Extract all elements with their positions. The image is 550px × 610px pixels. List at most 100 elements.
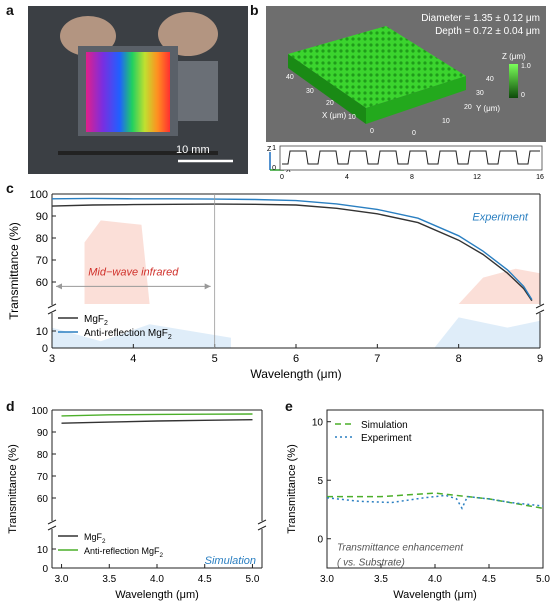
y-tick-label: 10 bbox=[312, 418, 324, 429]
panel-label-e: e bbox=[285, 398, 293, 414]
atmos-band-red-1 bbox=[84, 220, 150, 304]
y-tick-label: 0 bbox=[42, 343, 48, 355]
series-line-0 bbox=[51, 203, 533, 302]
chart-e-enhancement: 3.0 3.5 4.0 4.5 5.0 0 5 10 Wavelength (μm) Transm… bbox=[286, 409, 550, 601]
x-tick-3d-30: 30 bbox=[306, 88, 314, 95]
series-line-1 bbox=[51, 197, 533, 300]
legend-label-0: Simulation bbox=[361, 420, 408, 431]
y-tick-label: 100 bbox=[31, 406, 48, 417]
x-tick-label: 4.0 bbox=[150, 574, 164, 585]
height-profile: Z X 1 0 0 4 8 12 16 bbox=[267, 145, 544, 181]
enhancement-annotation-line1: Transmittance enhancement bbox=[337, 542, 464, 553]
y-tick-label: 100 bbox=[30, 189, 48, 201]
axis-break-mark-1 bbox=[257, 519, 267, 525]
colorbar-title: Z (μm) bbox=[502, 52, 526, 61]
mwir-arrow-head-left bbox=[56, 283, 62, 290]
series-line-1 bbox=[326, 494, 544, 510]
experiment-annotation: Experiment bbox=[472, 211, 529, 223]
axis-break-gap-0 bbox=[48, 521, 56, 529]
depth-text: Depth = 0.72 ± 0.04 μm bbox=[435, 26, 540, 37]
x-tick-label: 8 bbox=[456, 353, 462, 365]
scale-bar-label: 10 mm bbox=[176, 144, 210, 156]
series-line-1 bbox=[61, 413, 253, 417]
y-tick-3d-20: 20 bbox=[464, 104, 472, 111]
legend-label-1: Experiment bbox=[361, 433, 412, 444]
axis-break-mark-1 bbox=[535, 309, 545, 315]
panel-label-b: b bbox=[250, 2, 259, 18]
x-tick-label: 4.5 bbox=[198, 574, 212, 585]
colorbar-top-tick: 1.0 bbox=[521, 63, 531, 70]
x-tick-label: 9 bbox=[537, 353, 543, 365]
x-axis-title: Wavelength (μm) bbox=[393, 589, 477, 601]
axis-break-mark-0 bbox=[47, 525, 57, 531]
axis-break-mark-0 bbox=[47, 309, 57, 315]
legend-label-1: Anti-reflection MgF2 bbox=[84, 546, 164, 559]
y-tick-label: 90 bbox=[36, 211, 48, 223]
panel-label-c: c bbox=[6, 180, 14, 196]
x-axis-title: Wavelength (μm) bbox=[250, 367, 341, 381]
axis-break-gap-0 bbox=[48, 305, 56, 313]
series-line-0 bbox=[327, 492, 544, 510]
legend-label-1: Anti-reflection MgF2 bbox=[84, 328, 172, 341]
profile-ytick-1: 1 bbox=[272, 145, 276, 152]
x-axis-label-3d: X (μm) bbox=[322, 111, 347, 120]
y-tick-3d-30: 30 bbox=[476, 90, 484, 97]
axis-break-mark-0 bbox=[47, 519, 57, 525]
y-axis-label-3d: Y (μm) bbox=[476, 104, 501, 113]
afm-3d-view: Diameter = 1.35 ± 0.12 μm Depth = 0.72 ±… bbox=[266, 6, 546, 142]
series-line-0 bbox=[61, 419, 253, 424]
axis-break-gap-1 bbox=[536, 305, 544, 313]
y-tick-label: 0 bbox=[317, 535, 323, 546]
y-tick-label: 70 bbox=[37, 472, 49, 483]
x-tick-3d-40: 40 bbox=[286, 74, 294, 81]
sample-photo-art bbox=[28, 6, 248, 174]
x-tick-label: 3.5 bbox=[102, 574, 116, 585]
panel-label-d: d bbox=[6, 398, 15, 414]
axis-break-mark-1 bbox=[535, 303, 545, 309]
y-tick-3d-40: 40 bbox=[486, 76, 494, 83]
x-tick-label: 5 bbox=[212, 353, 218, 365]
axis-break-gap-1 bbox=[258, 521, 266, 529]
profile-ytick-0: 0 bbox=[272, 165, 276, 172]
atmos-band-blue-2 bbox=[434, 317, 540, 348]
panel-label-a: a bbox=[6, 2, 14, 18]
atmos-band-blue-1 bbox=[52, 324, 231, 348]
axis-break-mark-0 bbox=[47, 303, 57, 309]
y-tick-label: 80 bbox=[36, 233, 48, 245]
y-tick-3d-10: 10 bbox=[442, 118, 450, 125]
axis-break-mark-1 bbox=[257, 525, 267, 531]
x-tick-label: 4.5 bbox=[482, 574, 496, 585]
y-tick-label: 60 bbox=[37, 494, 49, 505]
profile-line bbox=[282, 150, 540, 165]
chart-c-transmittance: 3 4 5 6 7 8 9 60 70 80 90 100 0 10 Wavelength (μm) Tran… bbox=[7, 189, 545, 381]
atmos-band-red-2 bbox=[458, 268, 540, 304]
x-tick-3d-10: 10 bbox=[348, 114, 356, 121]
sample-photo: 10 mm bbox=[28, 6, 248, 174]
profile-xtick-16: 16 bbox=[536, 174, 544, 181]
y-tick-3d-0: 0 bbox=[412, 130, 416, 137]
x-tick-label: 5.0 bbox=[246, 574, 260, 585]
y-axis-title: Transmittance (%) bbox=[7, 444, 19, 533]
diameter-text: Diameter = 1.35 ± 0.12 μm bbox=[421, 13, 540, 24]
y-tick-label: 90 bbox=[37, 428, 49, 439]
enhancement-annotation-line2: ( vs. Substrate) bbox=[337, 558, 405, 569]
legend-label-0: MgF2 bbox=[84, 314, 108, 327]
x-tick-label: 7 bbox=[374, 353, 380, 365]
x-tick-label: 4 bbox=[130, 353, 136, 365]
profile-xtick-0: 0 bbox=[280, 174, 284, 181]
y-tick-label: 10 bbox=[37, 545, 49, 556]
x-tick-label: 3.0 bbox=[320, 574, 334, 585]
x-tick-label: 3 bbox=[49, 353, 55, 365]
mwir-arrow-head-right bbox=[204, 283, 211, 290]
y-tick-label: 10 bbox=[36, 326, 48, 338]
x-tick-label: 3.0 bbox=[55, 574, 69, 585]
y-axis-title: Transmittance (%) bbox=[7, 222, 21, 320]
chart-d-transmittance-sim: 3.0 3.5 4.0 4.5 5.0 60 70 80 90 100 0 10 Wavelength … bbox=[7, 406, 267, 601]
x-tick-label: 4.0 bbox=[428, 574, 442, 585]
afm-3d-art bbox=[288, 26, 518, 124]
axis-x-label: X bbox=[286, 167, 291, 174]
simulation-annotation: Simulation bbox=[205, 555, 256, 567]
axis-z-label: Z bbox=[267, 146, 272, 153]
x-tick-label: 5.0 bbox=[536, 574, 550, 585]
x-tick-label: 6 bbox=[293, 353, 299, 365]
